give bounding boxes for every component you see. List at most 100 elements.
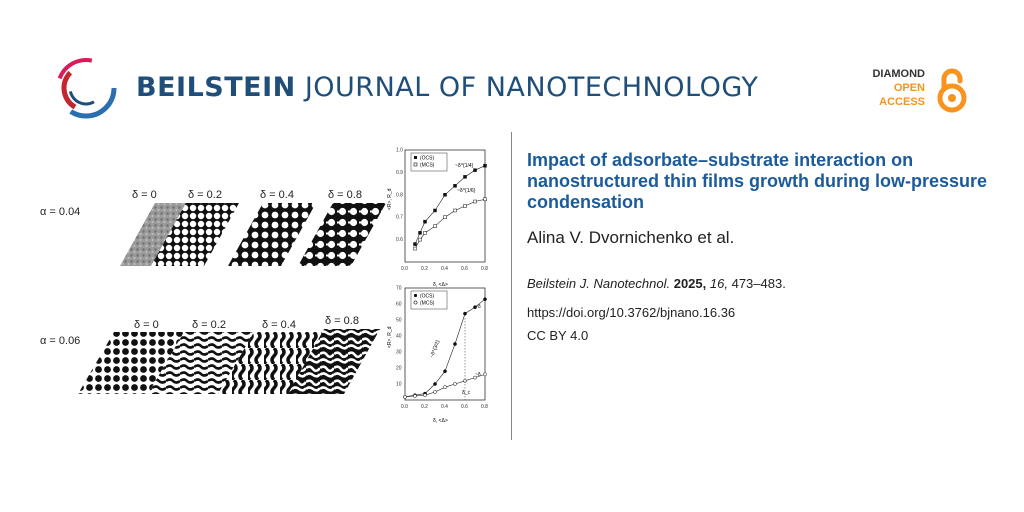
plot1-point bbox=[483, 163, 487, 168]
oa-line-diamond: DIAMOND bbox=[872, 68, 925, 80]
plot1-annot-2: ~δ^{1/6} bbox=[457, 188, 476, 194]
row1-delta-label-0: δ = 0 bbox=[132, 189, 157, 201]
plot2-point bbox=[483, 372, 487, 377]
journal-name-rest: JOURNAL OF NANOTECHNOLOGY bbox=[304, 72, 759, 103]
plot1-point bbox=[413, 242, 417, 246]
plot1-ytick-label: 0.9 bbox=[396, 170, 403, 176]
plot2-point bbox=[443, 385, 447, 390]
row1-delta-label-3: δ = 0.8 bbox=[328, 189, 362, 201]
plot2-point bbox=[433, 382, 437, 386]
plot2-ylabel: <R>, R_d bbox=[387, 326, 393, 348]
plot1-xtick-label: 0.4 bbox=[441, 266, 448, 272]
plot1: (OCS) (MCS) ~δ^{1/4} ~δ^{1/6} δ, <Δ> <R>… bbox=[387, 148, 488, 289]
plot1-point bbox=[423, 219, 427, 224]
row1-alpha-label: α = 0.04 bbox=[40, 206, 80, 218]
journal-name-bold: BEILSTEIN bbox=[136, 72, 296, 103]
plot2-annot-2: ~δ bbox=[475, 304, 481, 310]
plot2-annot-4: δ_c bbox=[462, 390, 471, 396]
plot2-xtick-label: 0.0 bbox=[401, 404, 408, 410]
plot2-xtick-label: 0.8 bbox=[481, 404, 488, 410]
citation-year: 2025, bbox=[673, 276, 707, 291]
plot1-series-line-1 bbox=[414, 199, 486, 249]
plot1-xtick-label: 0.8 bbox=[481, 266, 488, 272]
plot2-ytick-label: 10 bbox=[396, 382, 402, 388]
citation-pages: 473–483. bbox=[731, 276, 786, 291]
plot2-frame bbox=[404, 287, 486, 401]
plot2-point bbox=[473, 375, 477, 380]
article-citation: Beilstein J. Nanotechnol. 2025, 16, 473–… bbox=[527, 276, 786, 291]
plot1-point bbox=[413, 246, 417, 251]
plot1-point bbox=[443, 215, 447, 219]
graphical-abstract: α = 0.04 α = 0.06 δ = 0 δ = 0.2 δ = 0.4 … bbox=[40, 148, 488, 425]
plot1-point bbox=[418, 237, 422, 242]
plot1-xtick-label: 0.0 bbox=[401, 266, 408, 272]
article-authors: Alina V. Dvornichenko et al. bbox=[527, 228, 735, 247]
row1-delta-label-2: δ = 0.4 bbox=[260, 189, 294, 201]
plot1-point bbox=[473, 199, 477, 204]
beilstein-logo bbox=[55, 57, 117, 119]
plot2-ytick-label: 60 bbox=[396, 302, 402, 308]
plot2-ytick-label: 30 bbox=[396, 350, 402, 356]
plot1-legend-label-1: (MCS) bbox=[420, 163, 435, 169]
plot1-ytick-label: 0.6 bbox=[396, 237, 403, 243]
plot2-point bbox=[423, 393, 427, 398]
plot2: (OCS) (MCS) ~δ^{3/2} ~δ ~δ δ_c δ, <Δ> <R… bbox=[387, 286, 488, 425]
plot1-ytick-label: 0.7 bbox=[396, 215, 403, 221]
row2-panel-1 bbox=[148, 332, 254, 394]
plot1-xlabel: δ, <Δ> bbox=[433, 282, 448, 288]
plot1-ylabel: <R>, R_d bbox=[387, 188, 393, 210]
article-title[interactable]: Impact of adsorbate–substrate interactio… bbox=[527, 150, 988, 212]
open-access-badge: DIAMOND OPEN ACCESS bbox=[862, 67, 972, 113]
row2-panel-2 bbox=[218, 332, 324, 394]
oa-line-access: ACCESS bbox=[879, 96, 925, 108]
row2-delta-label-3: δ = 0.8 bbox=[325, 315, 359, 327]
plot2-point bbox=[443, 369, 447, 374]
row1-panel-3 bbox=[298, 203, 386, 266]
plot2-point bbox=[413, 394, 417, 398]
plot1-frame bbox=[404, 149, 486, 263]
plot1-point bbox=[443, 193, 447, 197]
row2-panel-0 bbox=[78, 332, 184, 394]
plot2-point bbox=[433, 390, 437, 394]
plot2-point bbox=[473, 305, 477, 310]
row1-delta-label-1: δ = 0.2 bbox=[188, 189, 222, 201]
plot1-ytick-label: 1.0 bbox=[396, 148, 403, 154]
plot1-xtick-label: 0.2 bbox=[421, 266, 428, 272]
plot1-point bbox=[453, 184, 457, 188]
article-doi[interactable]: https://doi.org/10.3762/bjnano.16.36 bbox=[527, 305, 736, 320]
row2-delta-label-1: δ = 0.2 bbox=[192, 319, 226, 331]
plot2-point bbox=[463, 311, 467, 316]
plot2-xtick-label: 0.4 bbox=[441, 404, 448, 410]
plot1-point bbox=[473, 168, 477, 172]
plot1-point bbox=[433, 224, 437, 228]
plot1-ytick-label: 0.8 bbox=[396, 192, 403, 198]
plot1-point bbox=[453, 208, 457, 213]
plot2-annot-3: ~δ bbox=[475, 372, 481, 378]
plot1-legend-marker-0 bbox=[414, 156, 417, 159]
open-lock-icon bbox=[937, 68, 967, 113]
plot2-legend-label-1: (MCS) bbox=[420, 301, 435, 307]
plot2-legend-box bbox=[410, 290, 448, 310]
plot2-xlabel: δ, <Δ> bbox=[433, 418, 448, 424]
plot1-xtick-label: 0.6 bbox=[461, 266, 468, 272]
journal-abbrev: Beilstein J. Nanotechnol. bbox=[527, 276, 671, 291]
plot2-xtick-label: 0.6 bbox=[461, 404, 468, 410]
plot2-point bbox=[483, 297, 487, 302]
plot1-point bbox=[423, 231, 427, 235]
row1-panel-1 bbox=[151, 203, 239, 266]
journal-name: BEILSTEIN JOURNAL OF NANOTECHNOLOGY bbox=[136, 72, 758, 103]
plot2-point bbox=[403, 394, 407, 399]
row2-alpha-label: α = 0.06 bbox=[40, 335, 80, 347]
oa-line-open: OPEN bbox=[893, 82, 925, 94]
plot2-ytick-label: 20 bbox=[396, 366, 402, 372]
citation-volume: 16, bbox=[709, 276, 728, 291]
plot1-annot-1: ~δ^{1/4} bbox=[455, 163, 474, 169]
plot2-xtick-label: 0.2 bbox=[421, 404, 428, 410]
plot2-ytick-label: 50 bbox=[396, 318, 402, 324]
plot1-legend-marker-1 bbox=[413, 162, 418, 167]
plot1-legend-box bbox=[410, 152, 448, 172]
plot2-series-line-0 bbox=[404, 298, 486, 398]
plot2-legend-marker-0 bbox=[413, 293, 418, 298]
plot1-point bbox=[463, 204, 467, 208]
plot2-point bbox=[453, 382, 457, 386]
